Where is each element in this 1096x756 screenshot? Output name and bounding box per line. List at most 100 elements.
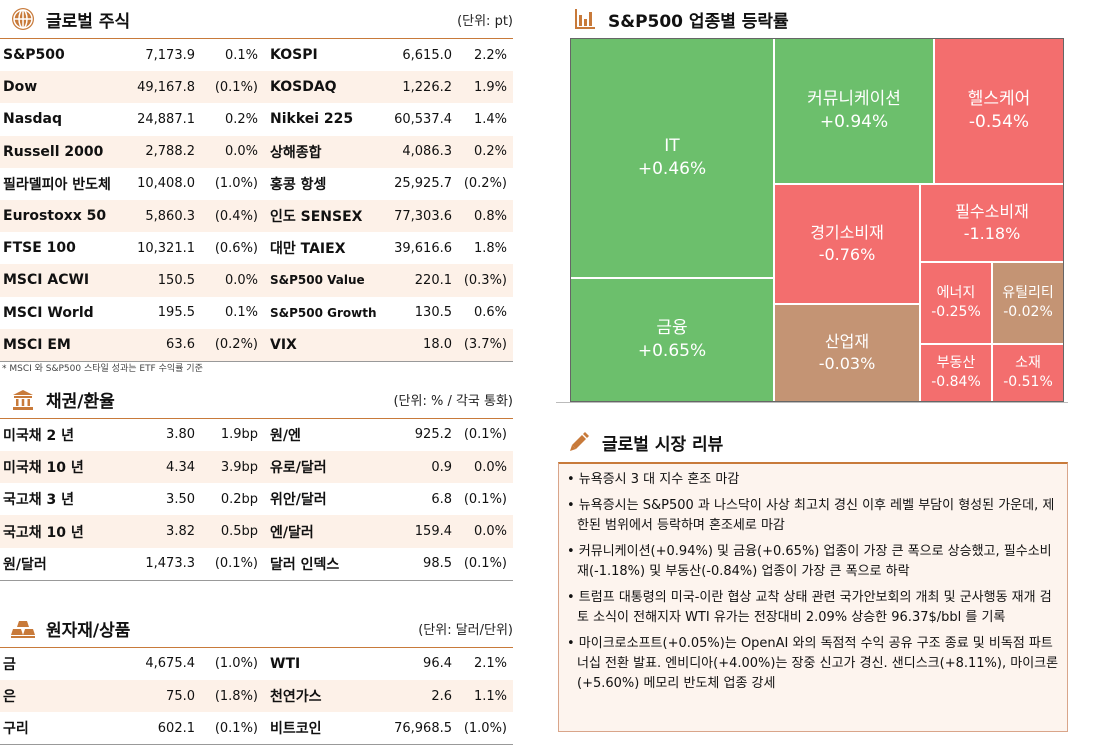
row-name: S&P500 Growth <box>270 305 377 320</box>
row-value: 3.82 <box>166 524 195 540</box>
review-bullet: • 뉴욕증시는 S&P500 과 나스닥이 사상 최고치 경신 이후 레벨 부담… <box>567 498 1055 533</box>
row-value: 24,887.1 <box>137 111 195 127</box>
tile-materials: 소재 -0.51% <box>993 345 1063 401</box>
row-change: 0.0% <box>473 459 507 475</box>
table-row: 미국채 10 년 4.34 3.9bp 유로/달러 0.9 0.0% <box>0 451 513 484</box>
row-value: 5,860.3 <box>145 208 195 224</box>
table-row: Nasdaq 24,887.1 0.2% Nikkei 225 60,537.4 1.4% <box>0 103 513 135</box>
row-name: MSCI ACWI <box>3 272 90 289</box>
tile-real-estate: 부동산 -0.84% <box>921 345 991 401</box>
row-name: VIX <box>270 336 297 353</box>
bonds-fx-table: 미국채 2 년 3.80 1.9bp 원/엔 925.2 (0.1%) 미국채 10 년 4.… <box>0 417 513 581</box>
row-value: 3.50 <box>166 491 195 507</box>
row-change: (3.7%) <box>463 337 507 353</box>
row-value: 39,616.6 <box>394 240 452 256</box>
tile-energy: 에너지 -0.25% <box>921 263 991 343</box>
row-name: 천연가스 <box>270 689 322 706</box>
row-name: 원/엔 <box>270 427 301 444</box>
row-change: (0.1%) <box>463 491 507 507</box>
footnote: * MSCI 와 S&P500 스타일 성과는 ETF 수익률 기준 <box>2 363 203 374</box>
tile-industrials: 산업재 -0.03% <box>775 305 919 401</box>
row-value: 4.34 <box>166 459 195 475</box>
row-name: 은 <box>3 689 16 706</box>
row-value: 0.9 <box>431 459 452 475</box>
row-name: Dow <box>3 79 38 96</box>
row-value: 1,226.2 <box>402 79 452 95</box>
tile-consumer-discretionary: 경기소비재 -0.76% <box>775 185 919 303</box>
tile-consumer-staples: 필수소비재 -1.18% <box>921 185 1063 261</box>
row-change: 0.5bp <box>220 524 258 540</box>
row-name: Nikkei 225 <box>270 111 354 128</box>
row-value: 925.2 <box>414 427 452 443</box>
row-change: 3.9bp <box>220 459 258 475</box>
table-row: 구리 602.1 (0.1%) 비트코인 76,968.5 (1.0%) <box>0 712 513 744</box>
row-change: 1.8% <box>473 240 507 256</box>
row-name: 상해종합 <box>270 144 322 161</box>
bonds-fx-header: 채권/환율 (단위: % / 각국 통화) <box>0 382 515 418</box>
row-change: (0.1%) <box>214 720 258 736</box>
tile-communication: 커뮤니케이션 +0.94% <box>775 39 933 183</box>
row-value: 4,086.3 <box>402 144 452 160</box>
row-value: 77,303.6 <box>394 208 452 224</box>
row-name: 국고채 3 년 <box>3 492 75 509</box>
row-name: 인도 SENSEX <box>270 209 363 226</box>
tile-it: IT +0.46% <box>571 39 773 277</box>
table-row: 은 75.0 (1.8%) 천연가스 2.6 1.1% <box>0 680 513 713</box>
section-title: 글로벌 시장 리뷰 <box>602 434 724 455</box>
row-value: 2,788.2 <box>145 144 195 160</box>
table-row: 필라델피아 반도체 10,408.0 (1.0%) 홍콩 항셍 25,925.7 (0.2… <box>0 168 513 200</box>
row-value: 10,408.0 <box>137 176 195 192</box>
row-change: 1.9% <box>473 79 507 95</box>
row-name: 필라델피아 반도체 <box>3 176 111 193</box>
row-change: (1.0%) <box>214 656 258 672</box>
row-name: 달러 인덱스 <box>270 556 340 573</box>
row-name: 위안/달러 <box>270 492 327 509</box>
row-value: 25,925.7 <box>394 176 452 192</box>
review-bullet: • 마이크로소프트(+0.05%)는 OpenAI 와의 독점적 수익 공유 구… <box>567 636 1059 691</box>
row-name: 유로/달러 <box>270 460 327 477</box>
row-change: (0.4%) <box>214 208 258 224</box>
row-name: 엔/달러 <box>270 524 314 541</box>
table-row: FTSE 100 10,321.1 (0.6%) 대만 TAIEX 39,616.6 1.… <box>0 232 513 264</box>
section-title: S&P500 업종별 등락률 <box>608 11 789 32</box>
row-change: 0.1% <box>224 47 258 63</box>
bank-icon <box>8 385 38 415</box>
review-box: • 뉴욕증시 3 대 지수 혼조 마감 • 뉴욕증시는 S&P500 과 나스닥… <box>558 462 1068 732</box>
table-row: Eurostoxx 50 5,860.3 (0.4%) 인도 SENSEX 77,303… <box>0 199 513 233</box>
row-name: Russell 2000 <box>3 143 104 160</box>
globe-icon <box>8 4 38 34</box>
section-title: 채권/환율 <box>46 392 115 413</box>
row-value: 2.6 <box>431 688 452 704</box>
row-value: 96.4 <box>423 656 452 672</box>
row-change: 0.0% <box>224 144 258 160</box>
row-value: 602.1 <box>157 720 195 736</box>
row-name: MSCI World <box>3 304 94 321</box>
row-value: 4,675.4 <box>145 656 195 672</box>
row-change: (0.1%) <box>463 427 507 443</box>
row-value: 195.5 <box>157 305 195 321</box>
row-change: 0.2% <box>473 144 507 160</box>
row-value: 6.8 <box>431 491 452 507</box>
row-change: (0.3%) <box>463 272 507 288</box>
row-change: 0.6% <box>473 305 507 321</box>
review-bullet: • 트럼프 대통령의 미국-이란 협상 교착 상태 관련 국가안보회의 개최 및… <box>567 590 1052 625</box>
tile-financials: 금융 +0.65% <box>571 279 773 401</box>
row-change: (0.1%) <box>214 556 258 572</box>
row-change: 0.0% <box>224 272 258 288</box>
row-change: 0.8% <box>473 208 507 224</box>
row-name: 구리 <box>3 721 29 738</box>
row-value: 150.5 <box>157 272 195 288</box>
review-bullet: • 뉴욕증시 3 대 지수 혼조 마감 <box>567 472 740 487</box>
review-bullet: • 커뮤니케이션(+0.94%) 및 금융(+0.65%) 업종이 가장 큰 폭… <box>567 544 1052 579</box>
row-name: WTI <box>270 655 301 672</box>
row-value: 75.0 <box>166 688 195 704</box>
row-name: 원/달러 <box>3 556 47 573</box>
table-row: 미국채 2 년 3.80 1.9bp 원/엔 925.2 (0.1%) <box>0 419 513 451</box>
row-value: 18.0 <box>423 337 452 353</box>
row-name: KOSDAQ <box>270 79 337 96</box>
row-name: 대만 TAIEX <box>270 241 346 258</box>
row-name: Nasdaq <box>3 111 62 128</box>
row-change: (1.0%) <box>463 720 507 736</box>
row-change: (1.0%) <box>214 176 258 192</box>
sector-treemap: IT +0.46% 금융 +0.65% 커뮤니케이션 +0.94% 헬스케어 -0.54… <box>570 38 1064 402</box>
